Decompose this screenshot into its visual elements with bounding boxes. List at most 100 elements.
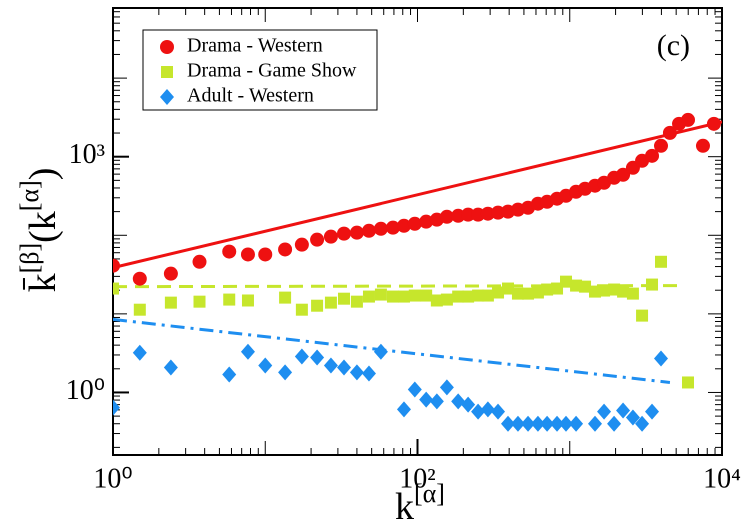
marker-diamond [653, 350, 668, 367]
marker-square [113, 282, 119, 295]
fit-line [113, 284, 685, 289]
marker-square [133, 303, 146, 316]
marker-square [511, 287, 524, 300]
x-axis-label: k[α] [395, 479, 445, 528]
legend-box [142, 29, 378, 111]
marker-diamond [373, 343, 388, 360]
marker-diamond [240, 343, 255, 360]
marker-square [598, 284, 611, 297]
y-label-sup: [α] [15, 180, 44, 211]
marker-diamond [491, 403, 506, 420]
marker-circle [480, 206, 495, 221]
marker-diamond [258, 357, 273, 374]
marker-diamond [480, 401, 495, 418]
marker-circle [323, 229, 338, 244]
marker-diamond [419, 391, 434, 408]
marker-square [295, 303, 308, 316]
marker-square [492, 286, 505, 299]
marker-square [654, 255, 667, 268]
marker-circle [132, 271, 147, 286]
fit-line [113, 317, 671, 384]
marker-diamond [625, 409, 640, 426]
marker-circle [294, 237, 309, 252]
marker-diamond [461, 396, 476, 413]
marker-square [440, 293, 453, 306]
marker-circle [258, 247, 273, 262]
marker-diamond [323, 357, 338, 374]
legend-label: Adult - Western [187, 85, 314, 107]
x-label-sup: [α] [414, 479, 445, 508]
marker-diamond [550, 415, 565, 432]
fit-line [113, 120, 722, 270]
marker-circle [310, 232, 325, 247]
marker-circle [396, 218, 411, 233]
marker-diamond [429, 393, 444, 410]
marker-diamond [113, 399, 120, 416]
marker-square [350, 295, 363, 308]
marker-circle [278, 242, 293, 257]
marker-square [223, 293, 236, 306]
marker-diamond [163, 359, 178, 376]
marker-square [362, 290, 375, 303]
marker-square [397, 290, 410, 303]
marker-square [408, 289, 421, 302]
x-tick-label: 10⁴ [703, 463, 741, 494]
marker-diamond [310, 349, 325, 366]
marker-diamond [530, 415, 545, 432]
y-label-part: ) [22, 168, 64, 181]
marker-diamond [222, 366, 237, 383]
marker-square [164, 296, 177, 309]
marker-diamond [278, 364, 293, 381]
marker-diamond [294, 348, 309, 365]
x-label-base: k [395, 486, 414, 528]
marker-diamond [635, 415, 650, 432]
y-tick-label: 10³ [69, 139, 105, 170]
legend-label: Drama - Game Show [187, 60, 357, 82]
marker-diamond [510, 415, 525, 432]
marker-diamond [540, 415, 555, 432]
marker-square [522, 287, 535, 300]
y-tick-label: 10⁰ [66, 375, 105, 406]
marker-circle [681, 112, 696, 127]
marker-square [481, 289, 494, 302]
plot-area [113, 112, 722, 432]
marker-circle [385, 220, 400, 235]
marker-circle [361, 223, 376, 238]
marker-square [646, 278, 659, 291]
marker-circle [349, 225, 364, 240]
marker-square [682, 376, 695, 389]
marker-square [579, 280, 592, 293]
marker-diamond [587, 415, 602, 432]
marker-circle [113, 258, 120, 273]
marker-circle [373, 221, 388, 236]
marker-circle [240, 247, 255, 262]
marker-diamond [521, 415, 536, 432]
marker-square [311, 299, 324, 312]
marker-diamond [396, 401, 411, 418]
marker-square [626, 287, 639, 300]
marker-diamond [500, 415, 515, 432]
marker-diamond [451, 393, 466, 410]
marker-diamond [361, 365, 376, 382]
marker-circle [163, 266, 178, 281]
x-tick-label: 10² [399, 463, 435, 494]
y-label-part: k̄ [22, 273, 64, 292]
marker-diamond [616, 402, 631, 419]
marker-square [501, 282, 514, 295]
marker-diamond [439, 379, 454, 396]
marker-square [430, 294, 443, 307]
marker-circle [407, 216, 422, 231]
marker-square [420, 289, 433, 302]
marker-square [462, 290, 475, 303]
marker-square [161, 66, 173, 78]
marker-square [241, 294, 254, 307]
marker-square [193, 295, 206, 308]
marker-circle [695, 138, 710, 153]
marker-circle [706, 116, 721, 131]
marker-square [541, 283, 554, 296]
marker-square [560, 275, 573, 288]
legend: Drama - Western Drama - Game Show Adult - … [142, 29, 378, 111]
marker-square [617, 285, 630, 298]
marker-diamond [559, 415, 574, 432]
